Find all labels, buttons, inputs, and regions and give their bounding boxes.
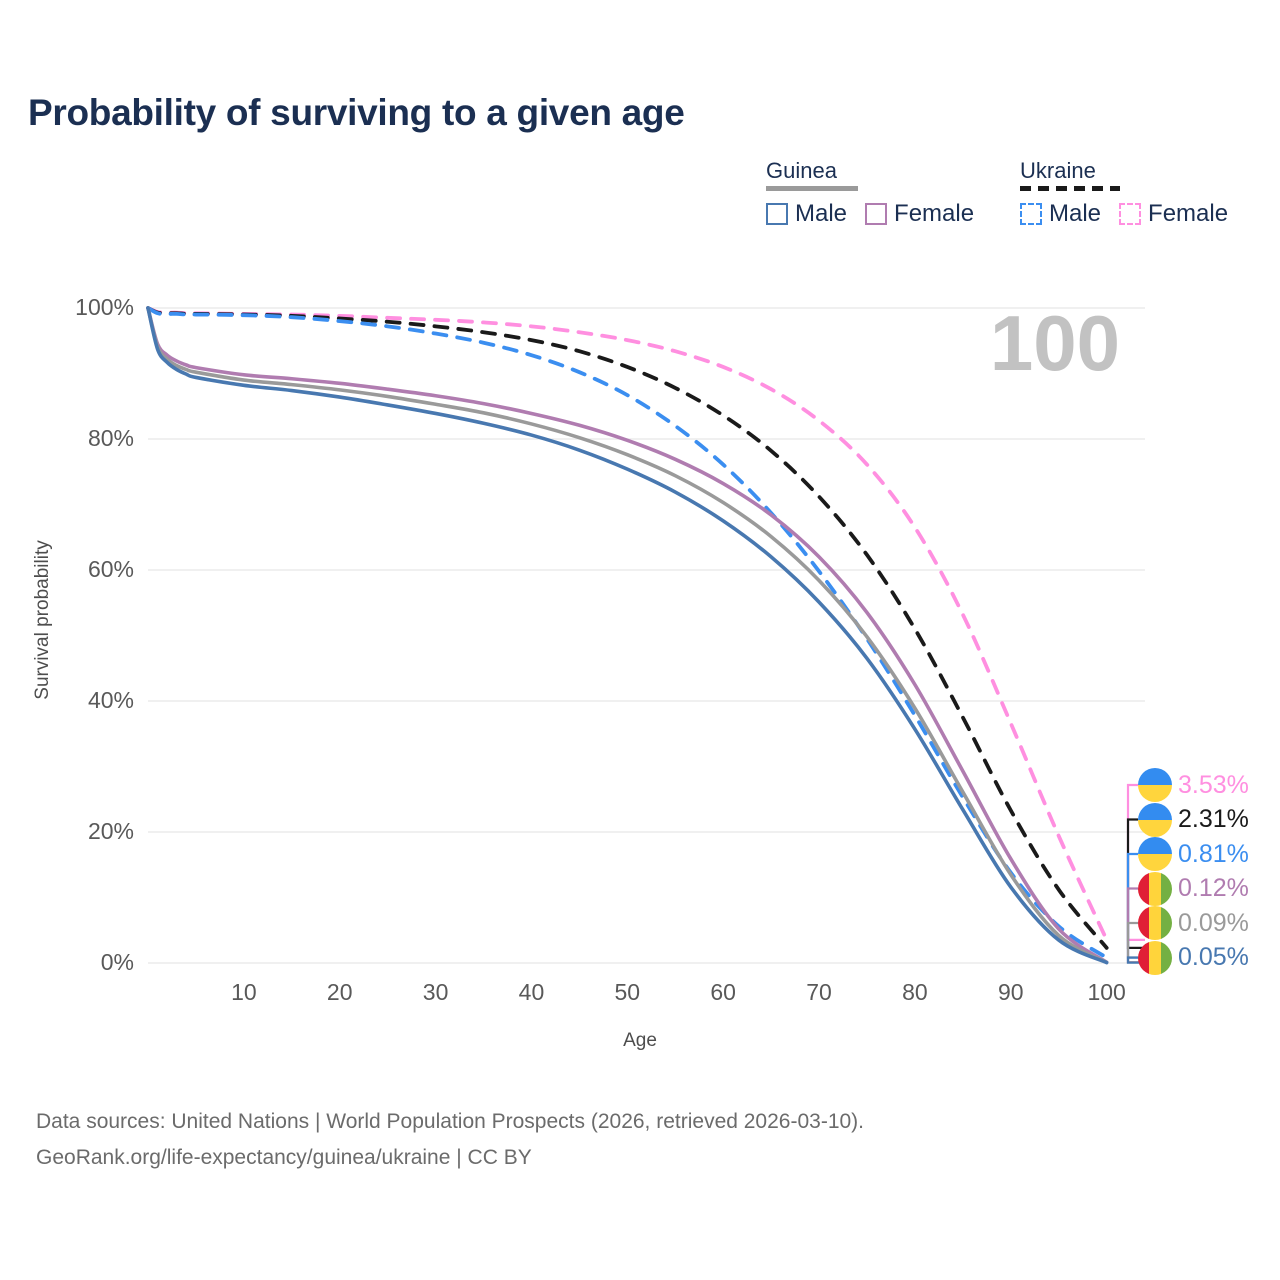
ukraine-flag-icon (1138, 802, 1172, 837)
x-tick-label: 60 (710, 979, 736, 1005)
y-tick-label: 0% (101, 949, 134, 975)
end-label-value: 0.12% (1178, 874, 1249, 902)
legend-group-guinea: Guinea (766, 160, 858, 191)
y-tick-label: 100% (75, 294, 134, 320)
leader-line (1126, 956, 1145, 964)
footer-line-sources: Data sources: United Nations | World Pop… (36, 1110, 865, 1133)
chart-series-group (146, 306, 1109, 965)
x-tick-label: 70 (806, 979, 832, 1005)
flag-band (1160, 906, 1172, 940)
footer-line-attribution: GeoRank.org/life-expectancy/guinea/ukrai… (36, 1146, 532, 1169)
x-tick-label: 30 (423, 979, 449, 1005)
x-axis-title: Age (623, 1030, 657, 1051)
series-line-guinea-male (146, 306, 1109, 965)
guinea-flag-icon (1138, 906, 1172, 940)
flag-band (1138, 837, 1172, 854)
ukraine-flag-icon (1138, 837, 1172, 871)
legend-swatch-icon (865, 203, 888, 225)
end-label-row: 2.31% (1138, 802, 1249, 837)
flag-band (1138, 871, 1150, 906)
legend-swatch-icon (766, 203, 788, 225)
flag-band (1138, 768, 1172, 785)
y-tick-label: 40% (88, 687, 134, 713)
flag-band (1138, 940, 1150, 975)
x-tick-label: 40 (519, 979, 545, 1005)
legend-item-label: Female (1148, 200, 1229, 227)
legend-item-guinea-male[interactable]: Male (766, 200, 847, 228)
flag-band (1138, 906, 1150, 940)
series-line-ukraine-female (146, 306, 1109, 942)
y-tick-label: 60% (88, 556, 134, 582)
x-tick-label: 50 (615, 979, 641, 1005)
series-line-ukraine-male (146, 306, 1109, 960)
x-tick-label: 10 (231, 979, 257, 1005)
ukraine-flag-icon (1138, 768, 1172, 802)
x-tick-label: 90 (998, 979, 1024, 1005)
y-axis-title: Survival probability (32, 540, 53, 700)
legend-item-label: Male (1049, 200, 1102, 227)
legend-items-guinea: Male Female (766, 200, 974, 228)
flag-band (1149, 940, 1161, 975)
guinea-flag-icon (1138, 940, 1172, 975)
chart-y-axis-ticks: 0% 20% 40% 60% 80% 100% (75, 294, 134, 975)
chart-x-axis-ticks: 10 20 30 40 50 60 70 80 90 100 (231, 979, 1126, 1005)
chart-leader-lines (1126, 783, 1145, 964)
flag-band (1160, 871, 1172, 906)
watermark-text: 100 (990, 299, 1120, 387)
series-line-ukraine-total (146, 306, 1109, 950)
flag-band (1138, 802, 1172, 820)
series-line-guinea-female (146, 306, 1109, 965)
end-label-value: 3.53% (1178, 770, 1249, 799)
end-label-row: 3.53% (1138, 768, 1249, 802)
end-label-row: 0.81% (1138, 837, 1249, 871)
series-line-guinea-total (146, 306, 1109, 965)
end-label-value: 0.81% (1178, 839, 1249, 868)
flag-band (1138, 854, 1172, 871)
legend-item-ukraine-male[interactable]: Male (1020, 200, 1101, 228)
y-tick-label: 80% (88, 425, 134, 451)
flag-band (1149, 871, 1161, 906)
legend-item-ukraine-female[interactable]: Female (1119, 200, 1228, 228)
end-label-row: 0.09% (1138, 906, 1249, 940)
page-title: Probability of surviving to a given age (28, 92, 685, 133)
legend-group-title-guinea: Guinea (766, 158, 837, 183)
legend-item-label: Male (795, 200, 848, 227)
flag-band (1138, 819, 1172, 837)
chart-gridlines (148, 307, 1145, 964)
end-label-row: 0.12% (1138, 871, 1249, 906)
legend-item-label: Female (894, 200, 975, 227)
legend-group-ukraine: Ukraine (1020, 160, 1120, 191)
guinea-flag-icon (1138, 871, 1172, 906)
end-label-value: 0.05% (1178, 943, 1249, 971)
x-tick-label: 100 (1087, 979, 1125, 1005)
flag-band (1160, 940, 1172, 975)
legend-swatch-icon (1119, 203, 1142, 225)
flag-band (1149, 906, 1161, 940)
x-tick-label: 80 (902, 979, 928, 1005)
end-label-row: 0.05% (1138, 940, 1249, 975)
legend-items-ukraine: Male Female (1020, 200, 1228, 228)
chart-legend: Guinea Ukraine Male Female Male (758, 160, 1254, 240)
x-tick-label: 20 (327, 979, 353, 1005)
legend-item-guinea-female[interactable]: Female (865, 200, 974, 228)
end-label-value: 0.09% (1178, 908, 1249, 937)
legend-rule-solid (766, 186, 858, 191)
legend-rule-dashed (1020, 186, 1120, 191)
legend-group-title-ukraine: Ukraine (1020, 158, 1096, 183)
y-tick-label: 20% (88, 818, 134, 844)
flag-band (1138, 785, 1172, 802)
end-label-value: 2.31% (1178, 805, 1249, 833)
chart-footer: Data sources: United Nations | World Pop… (36, 1104, 1216, 1176)
legend-swatch-icon (1020, 203, 1042, 225)
